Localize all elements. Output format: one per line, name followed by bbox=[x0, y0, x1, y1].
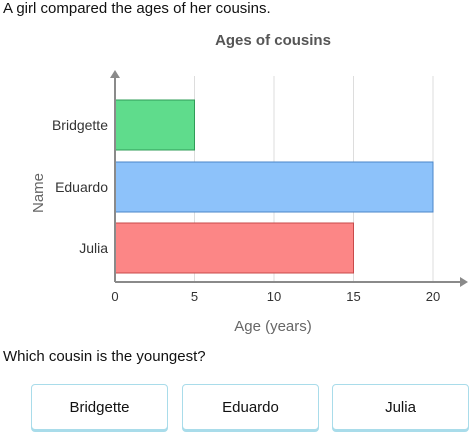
bar-julia bbox=[114, 222, 354, 274]
category-label: Bridgette bbox=[52, 117, 108, 133]
category-label: Eduardo bbox=[55, 179, 108, 195]
category-labels: Bridgette Eduardo Julia bbox=[52, 117, 108, 256]
question-text: Which cousin is the youngest? bbox=[3, 348, 206, 365]
axes bbox=[110, 70, 468, 287]
x-tick-label: 0 bbox=[111, 289, 118, 304]
x-tick-label: 15 bbox=[346, 289, 360, 304]
x-axis-arrow-icon bbox=[460, 277, 468, 287]
tick-labels: 0 5 10 15 20 bbox=[111, 289, 440, 304]
y-axis-label: Name bbox=[30, 173, 47, 213]
answer-bridgette-button[interactable]: Bridgette bbox=[31, 384, 168, 430]
intro-text: A girl compared the ages of her cousins. bbox=[3, 0, 271, 17]
answer-choices: Bridgette Eduardo Julia bbox=[0, 384, 474, 432]
bar-bridgette bbox=[114, 99, 195, 151]
bar-eduardo bbox=[114, 161, 434, 213]
bar-chart: Ages of cousins 0 5 10 15 20 Bridgette Eduard… bbox=[30, 32, 468, 335]
x-tick-label: 5 bbox=[191, 289, 198, 304]
x-tick-label: 10 bbox=[267, 289, 281, 304]
x-axis-label: Age (years) bbox=[234, 318, 312, 335]
chart-title: Ages of cousins bbox=[215, 32, 331, 49]
y-axis-arrow-icon bbox=[110, 70, 120, 78]
answer-eduardo-button[interactable]: Eduardo bbox=[182, 384, 319, 430]
x-tick-label: 20 bbox=[426, 289, 440, 304]
category-label: Julia bbox=[79, 240, 108, 256]
answer-julia-button[interactable]: Julia bbox=[332, 384, 469, 430]
bars bbox=[114, 99, 434, 274]
